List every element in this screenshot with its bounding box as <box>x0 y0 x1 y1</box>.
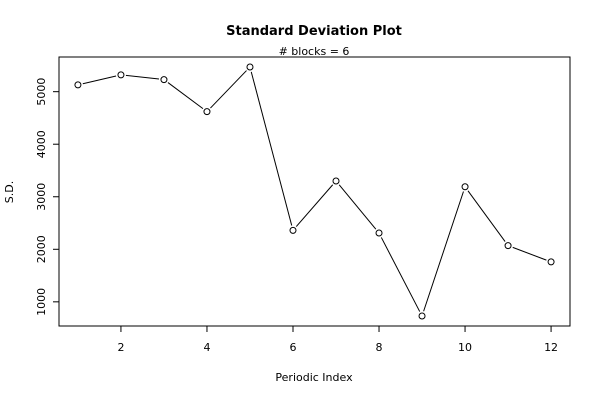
x-tick-label: 10 <box>458 341 472 354</box>
x-axis-label: Periodic Index <box>275 371 353 384</box>
data-point <box>160 76 168 84</box>
x-tick-label: 6 <box>289 341 296 354</box>
y-axis-label: S.D. <box>3 181 16 203</box>
y-tick-label: 3000 <box>35 183 48 211</box>
data-point <box>203 108 211 116</box>
chart-subtitle: # blocks = 6 <box>279 45 350 58</box>
series-line-segment <box>512 246 547 261</box>
plot-frame <box>58 56 571 327</box>
series-line-segment <box>167 82 204 110</box>
data-point <box>332 177 340 185</box>
data-point <box>547 258 555 266</box>
data-point <box>418 312 426 320</box>
series-line-segment <box>125 74 160 80</box>
series-line-segment <box>250 71 293 226</box>
x-tick-label: 4 <box>203 341 210 354</box>
data-point <box>461 183 469 191</box>
y-axis: 1000 2000 3000 4000 5000 <box>35 78 59 316</box>
y-tick-label: 5000 <box>35 78 48 106</box>
series-line-segment <box>210 70 247 109</box>
series-line-segment <box>423 191 464 312</box>
data-point <box>74 81 82 89</box>
series-line-segment <box>82 75 117 85</box>
x-tick-label: 8 <box>376 341 383 354</box>
data-point <box>289 226 297 234</box>
data-point <box>504 242 512 250</box>
series-group <box>74 63 555 320</box>
y-tick-label: 1000 <box>35 288 48 316</box>
x-tick-label: 2 <box>117 341 124 354</box>
series-line-segment <box>338 184 377 230</box>
data-point <box>246 63 254 71</box>
series-line-segment <box>295 184 334 227</box>
series-line-segment <box>467 190 506 242</box>
chart-title: Standard Deviation Plot <box>226 24 402 39</box>
data-point <box>117 71 125 79</box>
x-tick-label: 12 <box>544 341 558 354</box>
data-point <box>375 229 383 237</box>
y-tick-label: 4000 <box>35 130 48 158</box>
series-line-segment <box>380 237 421 312</box>
x-axis: 2 4 6 8 10 12 <box>117 326 558 354</box>
y-tick-label: 2000 <box>35 235 48 263</box>
